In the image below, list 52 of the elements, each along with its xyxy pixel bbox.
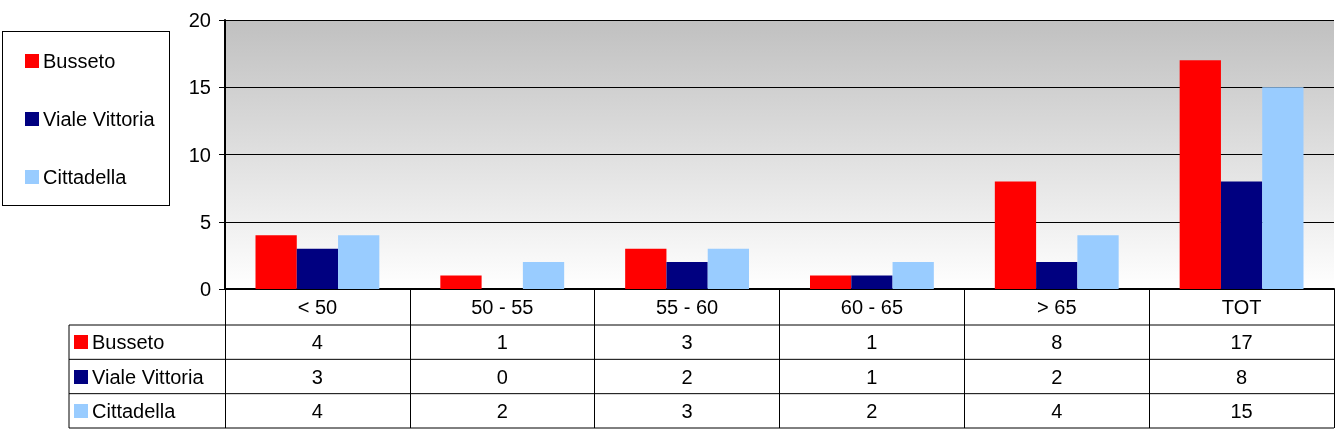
y-tick-label: 10 <box>188 143 211 166</box>
x-tick-label: < 50 <box>297 296 338 318</box>
y-tick-label: 20 <box>188 9 211 31</box>
bar <box>1077 235 1119 289</box>
text: Viale Vittoria <box>43 108 155 130</box>
bar <box>255 235 297 289</box>
data-label: 4 <box>1051 399 1063 422</box>
x-tick-label: 50 - 55 <box>471 296 534 318</box>
bar <box>440 275 482 289</box>
data-label: 8 <box>1051 331 1063 354</box>
text: Cittadella <box>43 166 127 188</box>
x-tick-label: 60 - 65 <box>840 296 904 318</box>
data-label: 0 <box>496 365 508 388</box>
data-label: 2 <box>1051 365 1063 388</box>
bar <box>1036 262 1078 289</box>
data-label: 15 <box>1230 399 1253 422</box>
y-tick-label: 15 <box>188 76 211 99</box>
bar <box>1220 181 1263 289</box>
data-label: 1 <box>866 331 878 354</box>
text: Busseto <box>43 50 116 72</box>
data-label: 1 <box>496 331 508 354</box>
legend-label: Viale Vittoria <box>91 365 204 388</box>
y-tick-label: 0 <box>199 278 211 300</box>
data-label: 17 <box>1230 331 1253 354</box>
data-label: 1 <box>866 365 878 388</box>
bar <box>810 275 852 289</box>
data-label: 4 <box>311 331 323 354</box>
bar <box>1179 60 1221 289</box>
data-label: 2 <box>866 399 878 422</box>
data-label: 8 <box>1236 365 1248 388</box>
bar <box>666 262 708 289</box>
bar <box>994 181 1037 289</box>
bar <box>851 275 893 289</box>
bar <box>892 262 934 289</box>
bar <box>338 235 380 289</box>
legend-label: Busseto <box>91 331 165 354</box>
legend-label: Cittadella <box>91 399 176 422</box>
bar <box>522 262 565 289</box>
x-tick-label: TOT <box>1221 296 1262 318</box>
y-tick-label: 5 <box>199 210 211 233</box>
data-label: 2 <box>681 365 693 388</box>
data-label: 3 <box>681 399 693 422</box>
data-label: 2 <box>496 399 508 422</box>
data-label: 3 <box>681 331 693 354</box>
bar <box>1262 87 1304 289</box>
data-label: 3 <box>311 365 323 388</box>
bar <box>707 248 749 289</box>
bar <box>296 248 339 289</box>
x-tick-label: 55 - 60 <box>655 296 719 318</box>
x-tick-label: > 65 <box>1037 296 1077 318</box>
data-label: 4 <box>311 399 323 422</box>
bar <box>625 248 667 289</box>
